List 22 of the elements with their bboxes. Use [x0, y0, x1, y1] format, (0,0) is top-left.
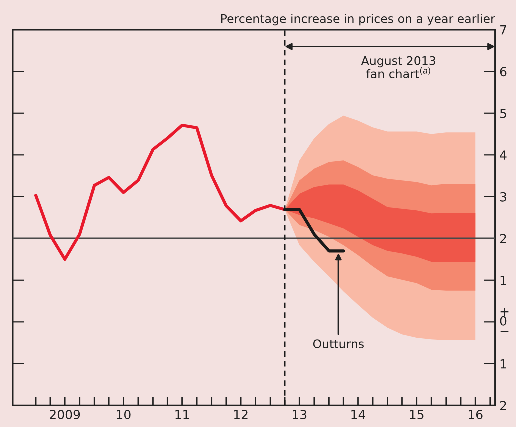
x-tick-label: 11: [176, 410, 190, 420]
x-tick-label: 13: [293, 410, 307, 420]
y-tick-label: 2: [500, 401, 506, 410]
y-tick-label: 3: [500, 192, 506, 202]
x-tick-label: 15: [410, 410, 424, 420]
y-tick-label: 2: [500, 234, 506, 244]
x-tick-label: 10: [117, 410, 131, 420]
y-tick-label: 1: [500, 360, 506, 369]
y-tick-label: 4: [500, 150, 507, 160]
y-tick-label: + 0 −: [500, 308, 509, 332]
y-tick-label: 7: [500, 26, 506, 35]
y-tick-label: 1: [500, 276, 506, 286]
y-axis-title: Percentage increase in prices on a year earlier: [222, 14, 496, 26]
x-tick-label: 12: [234, 410, 248, 420]
x-tick-label: 16: [469, 410, 483, 420]
y-tick-label: 5: [500, 109, 506, 118]
annotation: Outturns: [313, 340, 364, 349]
annotation: August 2013 fan chart$^{(a)}$: [361, 56, 436, 78]
line-series: [34, 124, 287, 262]
x-tick-label: 2009: [50, 410, 80, 420]
y-tick-label: 6: [500, 67, 507, 77]
x-tick-label: 14: [352, 410, 366, 420]
